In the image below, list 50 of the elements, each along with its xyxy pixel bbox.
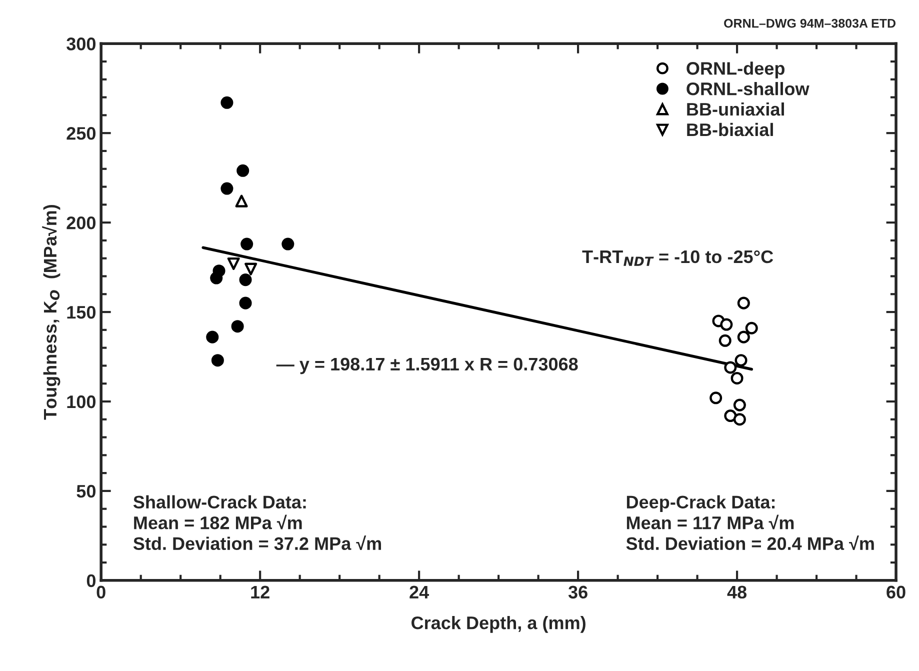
point [239, 274, 252, 286]
point [240, 238, 254, 250]
y-tick-label: 200 [66, 216, 96, 230]
y-tick-label: 300 [66, 38, 96, 50]
point [220, 182, 234, 195]
point [235, 194, 248, 208]
x-tick-label: 36 [568, 586, 588, 599]
legend-label: ORNL-shallow [686, 82, 810, 96]
point [724, 410, 737, 422]
x-tick-label: 24 [410, 586, 430, 598]
point [206, 330, 219, 344]
point [227, 257, 240, 270]
point [720, 318, 733, 331]
x-tick-label: 60 [886, 586, 906, 599]
point [733, 398, 746, 412]
point [236, 164, 250, 177]
x-tick-label: 0 [96, 586, 106, 599]
x-axis-title: Crack Depth, a (mm) [412, 616, 586, 633]
legend-label: ORNL-deep [686, 62, 784, 78]
legend-label: BB-biaxial [687, 122, 773, 136]
y-tick-label: 100 [67, 395, 96, 408]
annotation: T-RT$_{NDT}$ = -10 to -25°C [582, 250, 774, 266]
x-tick-label: 12 [251, 586, 270, 598]
point [231, 320, 244, 333]
point [737, 296, 750, 310]
y-tick-label: 250 [66, 127, 96, 140]
point [730, 372, 744, 384]
point [220, 96, 234, 109]
x-tick-label: 48 [727, 586, 747, 599]
point [745, 322, 758, 334]
point [211, 354, 224, 367]
annotation: Deep-Crack Data: Mean = 117 MPa √m Std. Deviation = 20.4 MPa √m [626, 495, 874, 550]
point [737, 330, 750, 344]
point [724, 361, 737, 374]
point [733, 413, 746, 426]
point [718, 334, 732, 347]
point [282, 238, 294, 250]
text: ORNL–DWG 94M–3803A ETD [724, 18, 896, 28]
point [239, 296, 252, 310]
y-tick-label: 50 [76, 484, 96, 498]
y-tick-label: 0 [86, 574, 96, 588]
series-label: — y = 198.17 ± 1.5911 x R = 0.73068 [276, 358, 578, 374]
legend-label: BB-uniaxial [687, 102, 784, 116]
point [244, 262, 258, 276]
y-tick-label: 150 [67, 306, 96, 319]
point [710, 392, 722, 404]
annotation: Shallow-Crack Data: Mean = 182 MPa √m Std. Deviation = 37.2 MPa √m [133, 495, 381, 550]
point [734, 354, 748, 367]
y-axis-title: Toughness, K$_{O}$ (MPa√m) [42, 204, 60, 420]
point [210, 272, 223, 284]
